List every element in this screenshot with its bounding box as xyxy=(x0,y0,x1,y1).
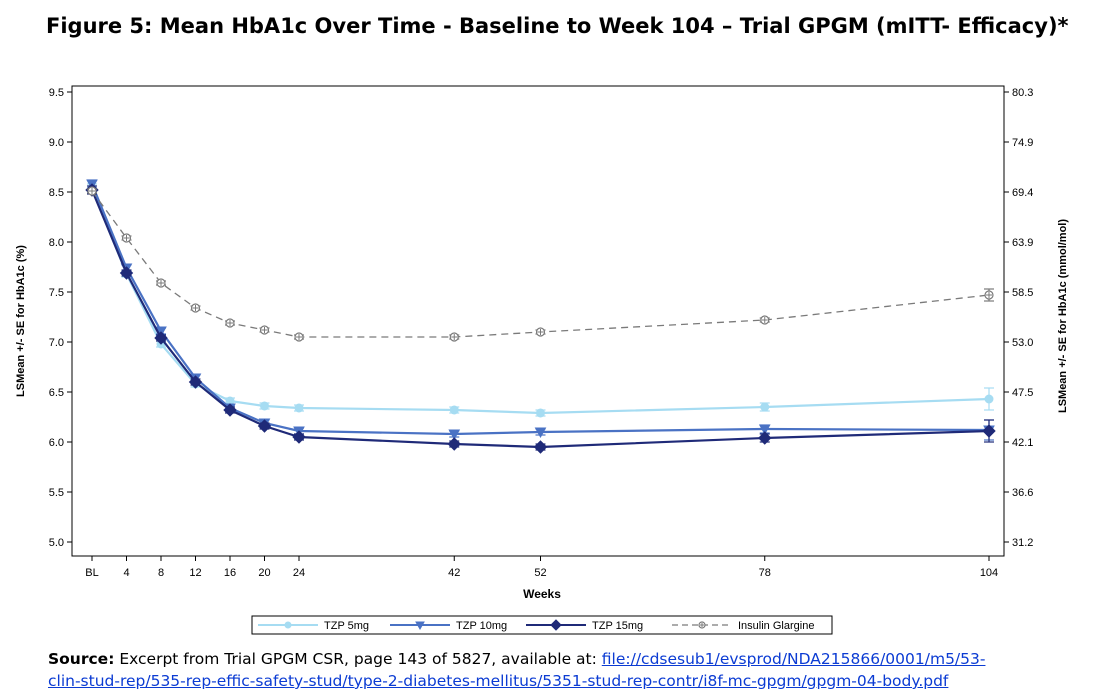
data-point-tzp5 xyxy=(536,408,545,418)
data-point-tzp10 xyxy=(534,427,547,439)
source-text: Excerpt from Trial GPGM CSR, page 143 of… xyxy=(114,650,602,668)
series-glargine xyxy=(87,186,994,342)
y2-tick-label: 53.0 xyxy=(1012,337,1033,349)
data-point-glargine xyxy=(259,325,270,335)
source-label: Source: xyxy=(48,650,115,668)
data-point-tzp10 xyxy=(448,429,461,441)
x-tick-label: 16 xyxy=(224,567,236,579)
data-point-glargine xyxy=(760,315,770,325)
y2-tick-label: 80.3 xyxy=(1012,87,1033,99)
legend-marker-glargine xyxy=(698,621,706,629)
y-tick-label: 8.5 xyxy=(49,187,64,199)
plot-frame xyxy=(71,85,1005,557)
series-tzp10 xyxy=(86,179,995,441)
data-point-glargine xyxy=(984,290,994,300)
legend: TZP 5mg TZP 10mg TZP 15mg Insulin Glargine xyxy=(251,615,833,635)
series-line-tzp10 xyxy=(90,183,990,436)
y-tick-label: 9.0 xyxy=(49,137,64,149)
legend-label-tzp15: TZP 15mg xyxy=(592,620,643,632)
x-tick-label: BL xyxy=(85,567,98,579)
y2-tick-label: 63.9 xyxy=(1012,237,1033,249)
x-tick-label: 52 xyxy=(534,567,546,579)
x-tick-label: 4 xyxy=(123,567,129,579)
x-axis: BL 4 8 12 16 20 24 42 52 78 104 xyxy=(85,556,998,579)
x-tick-label: 42 xyxy=(448,567,460,579)
y-tick-label: 5.0 xyxy=(49,537,64,549)
data-point-tzp15 xyxy=(119,266,134,280)
x-tick-label: 104 xyxy=(980,567,998,579)
data-point-tzp15 xyxy=(533,440,548,454)
series-line-tzp5 xyxy=(90,187,990,415)
data-point-glargine xyxy=(449,332,459,342)
y-tick-label: 5.5 xyxy=(49,487,64,499)
data-point-glargine xyxy=(87,186,97,196)
data-point-tzp15 xyxy=(257,419,272,433)
figure-title: Figure 5: Mean HbA1c Over Time - Baselin… xyxy=(46,14,1069,38)
legend-label-tzp10: TZP 10mg xyxy=(456,620,507,632)
x-tick-label: 78 xyxy=(759,567,771,579)
y2-tick-label: 42.1 xyxy=(1012,437,1033,449)
data-point-tzp15 xyxy=(758,431,772,445)
hba1c-line-chart: 5.0 5.5 6.0 6.5 7.0 7.5 8.0 8.5 9.0 9.5 31.2 36.6 4… xyxy=(15,85,1069,635)
y-tick-label: 7.5 xyxy=(49,287,64,299)
y-tick-label: 8.0 xyxy=(49,237,64,249)
legend-marker-tzp15 xyxy=(550,619,562,631)
data-point-glargine xyxy=(121,233,132,243)
legend-label-tzp5: TZP 5mg xyxy=(324,620,369,632)
source-note: Source: Excerpt from Trial GPGM CSR, pag… xyxy=(48,648,1088,692)
source-link-line2[interactable]: clin-stud-rep/535-rep-effic-safety-stud/… xyxy=(48,672,949,690)
data-point-glargine xyxy=(535,327,546,337)
y2-tick-label: 36.6 xyxy=(1012,487,1033,499)
data-point-glargine xyxy=(190,303,201,313)
y2-tick-label: 74.9 xyxy=(1012,137,1033,149)
series-layer xyxy=(85,179,996,454)
data-point-tzp10 xyxy=(758,424,771,436)
x-tick-label: 20 xyxy=(258,567,270,579)
y2-tick-label: 47.5 xyxy=(1012,387,1033,399)
x-axis-label: Weeks xyxy=(523,587,561,601)
data-point-glargine xyxy=(156,278,166,288)
legend-marker-tzp5 xyxy=(284,621,292,629)
y2-tick-label: 69.4 xyxy=(1012,187,1033,199)
data-point-tzp5 xyxy=(260,401,269,411)
y2-axis-label: LSMean +/- SE for HbA1c (mmol/mol) xyxy=(1057,219,1069,413)
series-line-glargine xyxy=(91,190,990,338)
data-point-tzp15 xyxy=(447,437,461,451)
y2-tick-label: 31.2 xyxy=(1012,537,1033,549)
data-point-tzp5 xyxy=(984,394,994,404)
data-point-tzp15 xyxy=(292,430,306,444)
legend-marker-tzp10 xyxy=(415,621,425,631)
y-tick-label: 6.5 xyxy=(49,387,64,399)
data-point-tzp15 xyxy=(188,375,203,389)
series-tzp5 xyxy=(87,183,994,418)
y-axis-label: LSMean +/- SE for HbA1c (%) xyxy=(15,245,27,397)
legend-label-glargine: Insulin Glargine xyxy=(738,620,814,632)
y-tick-label: 9.5 xyxy=(49,87,64,99)
x-tick-label: 8 xyxy=(158,567,164,579)
data-point-glargine xyxy=(294,332,304,342)
data-point-tzp5 xyxy=(449,405,459,415)
y2-tick-label: 58.5 xyxy=(1012,287,1033,299)
data-point-glargine xyxy=(225,318,235,328)
x-tick-label: 12 xyxy=(189,567,201,579)
data-point-tzp5 xyxy=(294,403,304,413)
y-tick-label: 6.0 xyxy=(49,437,64,449)
y-axis-left: 5.0 5.5 6.0 6.5 7.0 7.5 8.0 8.5 9.0 9.5 xyxy=(49,87,72,549)
data-point-tzp5 xyxy=(760,402,770,412)
source-link-line1[interactable]: file://cdsesub1/evsprod/NDA215866/0001/m… xyxy=(601,650,986,668)
y-tick-label: 7.0 xyxy=(49,337,64,349)
data-point-tzp15 xyxy=(154,331,168,345)
data-point-tzp15 xyxy=(982,424,996,438)
y-axis-right: 31.2 36.6 42.1 47.5 53.0 58.5 63.9 69.4 74.9 80.3 xyxy=(1004,87,1033,549)
data-point-tzp15 xyxy=(223,403,237,417)
x-tick-label: 24 xyxy=(293,567,305,579)
